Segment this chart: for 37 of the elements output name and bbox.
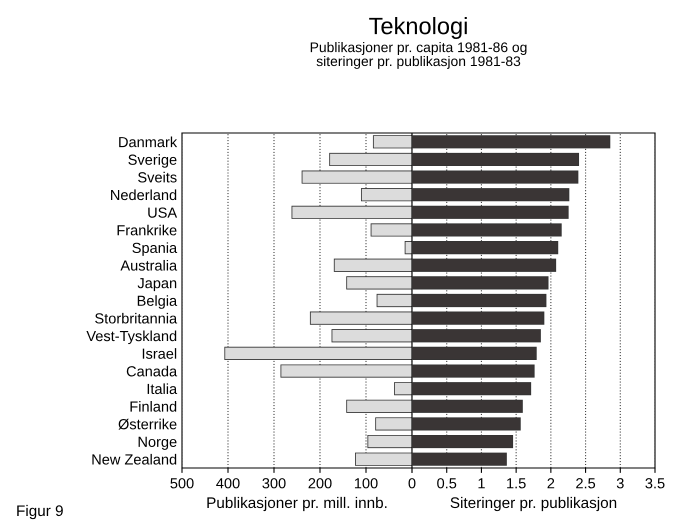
x-axis-title: Publikasjoner pr. mill. innb. (207, 496, 386, 512)
y-tick-label: Vest-Tyskland (86, 330, 176, 344)
y-tick-label: Israel (142, 348, 176, 359)
y-tick-label: Japan (138, 278, 176, 292)
x-tick-label: 300 (262, 478, 286, 488)
x-tick-label: 1.5 (507, 478, 526, 488)
text: Figur 9 (17, 504, 63, 520)
x-tick-label: 0.5 (437, 478, 456, 488)
y-tick-label: Canada (126, 366, 178, 376)
y-tick-label: Østerrike (118, 418, 176, 430)
y-tick-label: Norge (138, 436, 176, 450)
x-tick-label: 3.5 (645, 478, 665, 488)
y-tick-label: USA (148, 207, 178, 218)
x-axis-title: Siteringer pr. publikasjon (450, 496, 616, 512)
y-tick-label: Sverige (128, 154, 176, 168)
y-tick-label: Belgia (138, 295, 178, 309)
x-tick-label: 2.5 (576, 478, 596, 488)
y-tick-label: Sveits (138, 172, 177, 183)
chart-subtitle: Publikasjoner pr. capita 1981-86 og siteringer pr. publikasjon 1981-83 (310, 42, 526, 69)
y-tick-label: Nederland (111, 189, 176, 200)
x-tick-label: 100 (354, 478, 378, 488)
x-tick-label: 2 (548, 478, 554, 488)
x-tick-label: 3 (616, 478, 624, 488)
y-tick-label: Danmark (119, 136, 178, 148)
y-tick-label: Italia (148, 383, 178, 394)
y-tick-label: Spania (132, 242, 178, 256)
x-tick-label: 200 (308, 478, 332, 488)
x-tick-label: 400 (216, 478, 240, 488)
y-tick-label: Storbritannia (95, 312, 178, 324)
y-tick-label: Finland (130, 401, 176, 412)
chart-title: Teknologi (369, 16, 467, 40)
x-tick-label: 500 (170, 478, 194, 488)
y-tick-label: New Zealand (92, 454, 176, 465)
y-tick-label: Australia (120, 260, 178, 271)
x-tick-label: 1 (478, 478, 485, 488)
y-tick-label: Frankrike (118, 224, 176, 236)
x-tick-label: 0 (408, 478, 416, 488)
